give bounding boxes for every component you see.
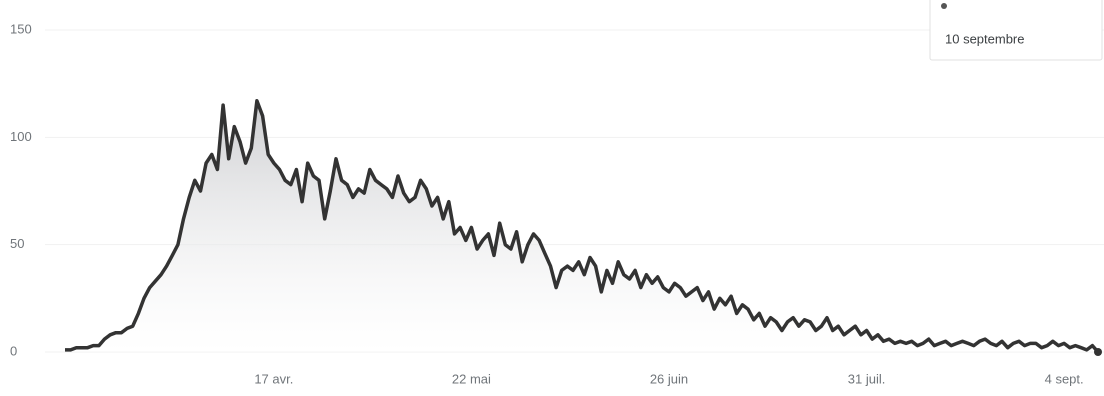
x-tick-label: 17 avr. xyxy=(254,371,293,386)
x-tick-label: 31 juil. xyxy=(848,371,886,386)
tooltip-dot xyxy=(941,3,947,9)
x-tick-label: 26 juin xyxy=(650,371,688,386)
tooltip: 10 septembre xyxy=(929,0,1103,61)
y-tick-label: 0 xyxy=(10,343,17,358)
x-tick-label: 22 mai xyxy=(452,371,491,386)
area xyxy=(65,100,1098,352)
tooltip-box xyxy=(929,0,1103,61)
y-tick-label: 50 xyxy=(10,236,24,251)
line xyxy=(65,99,1100,354)
y-tick-label: 100 xyxy=(10,129,32,144)
tooltip-text: 10 septembre xyxy=(945,31,1025,46)
x-tick-label: 4 sept. xyxy=(1045,371,1084,386)
y-tick-label: 150 xyxy=(10,21,32,36)
end-point xyxy=(1094,348,1102,356)
